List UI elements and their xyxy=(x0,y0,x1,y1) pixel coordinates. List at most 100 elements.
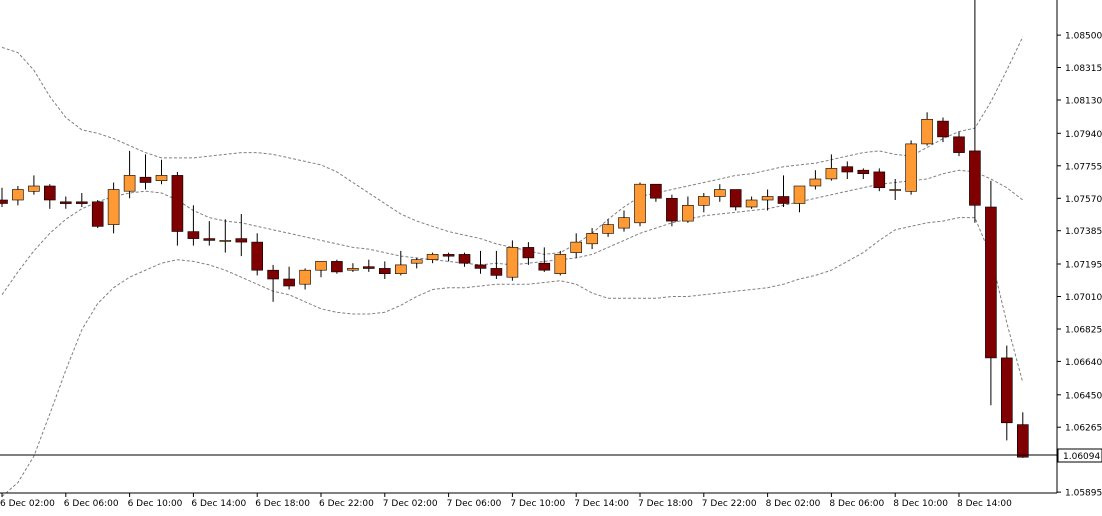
candle xyxy=(251,233,263,276)
candle xyxy=(745,196,758,209)
candle-body xyxy=(857,169,870,174)
candle-body xyxy=(123,175,136,192)
candle-body xyxy=(538,262,551,271)
candle xyxy=(299,268,311,290)
candle-body xyxy=(28,185,40,192)
candle xyxy=(235,214,248,257)
x-tick-label: 7 Dec 14:00 xyxy=(574,499,629,509)
candles xyxy=(0,0,1029,458)
candle-body xyxy=(378,268,391,274)
band-lower-line xyxy=(1,217,1024,497)
candle xyxy=(761,189,774,211)
candle-body xyxy=(666,198,678,222)
candle-body xyxy=(921,119,933,145)
candle-body xyxy=(889,189,902,191)
x-tick-label: 6 Dec 10:00 xyxy=(128,499,183,509)
candle-body xyxy=(331,261,343,273)
candle xyxy=(267,264,279,302)
candle-body xyxy=(634,183,646,224)
candle xyxy=(378,261,391,279)
y-tick-label: 1.07755 xyxy=(1065,162,1102,172)
y-tick-label: 1.07010 xyxy=(1065,293,1102,303)
candle xyxy=(650,183,662,202)
candle-body xyxy=(554,254,567,274)
candle-body xyxy=(107,189,120,225)
candle xyxy=(474,250,487,274)
candle xyxy=(362,259,375,272)
x-tick-label: 8 Dec 02:00 xyxy=(766,499,821,509)
candle-body xyxy=(155,175,168,181)
candle-body xyxy=(43,185,56,201)
candle xyxy=(155,159,168,185)
candle-body xyxy=(410,259,423,264)
y-tick-label: 1.07195 xyxy=(1065,261,1102,271)
candle-body xyxy=(362,266,375,269)
x-tick-label: 7 Dec 18:00 xyxy=(638,499,693,509)
y-tick-label: 1.08130 xyxy=(1065,97,1102,107)
candle-body xyxy=(841,166,854,173)
candle xyxy=(985,180,997,406)
candle-body xyxy=(1016,424,1029,458)
y-tick-label: 1.06640 xyxy=(1065,358,1102,368)
band-upper-line xyxy=(1,36,1024,255)
candle-body xyxy=(937,120,949,138)
candle-body xyxy=(12,189,24,201)
candle xyxy=(666,194,678,227)
candle-body xyxy=(761,196,774,201)
candle-body xyxy=(522,247,535,259)
y-tick-label: 1.07940 xyxy=(1065,130,1102,140)
candle-body xyxy=(650,183,662,199)
candle xyxy=(0,187,8,207)
candle xyxy=(841,161,854,179)
candle-body xyxy=(187,231,200,239)
candle-body xyxy=(474,264,487,269)
candle-body xyxy=(745,199,758,208)
candle xyxy=(315,261,327,278)
candle-body xyxy=(91,201,104,227)
y-tick-label: 1.08315 xyxy=(1065,64,1102,74)
candle xyxy=(219,219,232,253)
candle xyxy=(857,168,870,179)
candle xyxy=(442,252,455,262)
candle-body xyxy=(682,205,694,222)
candle xyxy=(1016,412,1029,458)
candle xyxy=(905,140,917,195)
candle-body xyxy=(219,240,232,242)
candle xyxy=(12,186,24,206)
candle xyxy=(889,179,902,200)
candle-body xyxy=(1000,357,1013,424)
x-tick-label: 6 Dec 06:00 xyxy=(64,499,119,509)
candle xyxy=(426,252,439,264)
y-tick-label: 1.07385 xyxy=(1065,227,1102,237)
candle xyxy=(538,247,551,272)
candle xyxy=(729,189,742,211)
candle-body xyxy=(347,268,359,271)
candle-body xyxy=(602,224,614,234)
candle xyxy=(107,182,120,234)
candle xyxy=(43,184,56,209)
candle-body xyxy=(697,196,710,206)
candle-body xyxy=(793,185,806,204)
candle xyxy=(634,182,646,227)
candle xyxy=(777,175,790,207)
candle xyxy=(554,250,567,276)
candle-body xyxy=(299,269,311,285)
y-tick-label: 1.05895 xyxy=(1065,489,1102,499)
candle-body xyxy=(729,189,742,208)
candle xyxy=(1000,345,1013,441)
candle xyxy=(602,219,614,237)
candle-body xyxy=(618,217,630,229)
y-tick-label: 1.08500 xyxy=(1065,32,1102,42)
candle xyxy=(490,250,503,279)
candle xyxy=(91,200,104,229)
candle xyxy=(969,0,981,223)
candle xyxy=(618,210,630,232)
candle-body xyxy=(0,199,8,204)
x-tick-label: 8 Dec 06:00 xyxy=(829,499,884,509)
candle xyxy=(937,117,949,143)
candle xyxy=(586,228,598,250)
candle-body xyxy=(586,233,598,245)
candle-body xyxy=(458,254,471,264)
x-tick-label: 7 Dec 06:00 xyxy=(447,499,502,509)
